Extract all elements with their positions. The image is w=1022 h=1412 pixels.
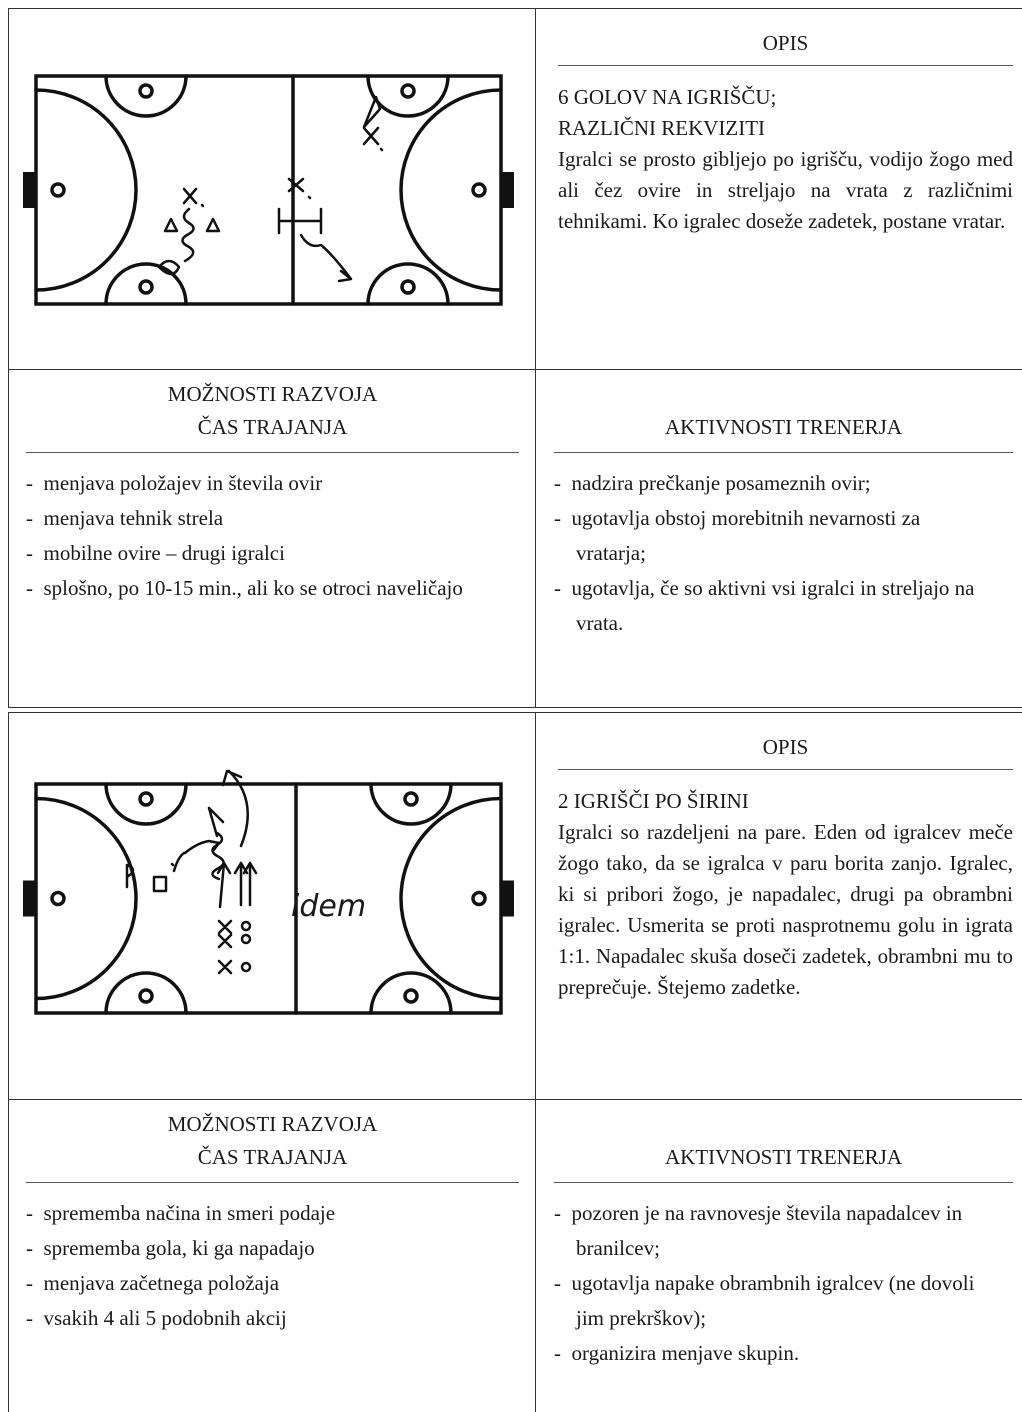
- coach-list: pozoren je na ravnovesje števila napadal…: [554, 1196, 984, 1371]
- spot: [138, 988, 154, 1004]
- description: Igralci so razdeljeni na pare. Eden od i…: [558, 820, 1013, 999]
- development-list: sprememba načina in smeri podajesprememb…: [26, 1196, 496, 1336]
- court-outline: [34, 782, 503, 1015]
- bottom-border: [8, 707, 1022, 708]
- spot: [138, 83, 154, 99]
- development-item: menjava tehnik strela: [26, 501, 496, 536]
- development-item: sprememba gola, ki ga napadajo: [26, 1231, 496, 1266]
- rule: [554, 1182, 1013, 1183]
- spot: [403, 988, 419, 1004]
- development-item: splošno, po 10-15 min., ali ko se otroci…: [26, 571, 496, 606]
- coach-item: ugotavlja, če so aktivni vsi igralci in …: [554, 571, 984, 641]
- exercise-title: 6 GOLOV NA IGRIŠČU; RAZLIČNI REKVIZITI: [558, 82, 1013, 144]
- development-item: mobilne ovire – drugi igralci: [26, 536, 496, 571]
- spot: [471, 182, 487, 198]
- player-marker: [240, 920, 252, 932]
- left-area: [34, 796, 138, 1001]
- spot: [138, 279, 154, 295]
- left-area: [34, 88, 138, 292]
- exercise-card: OPIS 6 GOLOV NA IGRIŠČU; RAZLIČNI REKVIZIT…: [8, 8, 1022, 708]
- heading-line: ČAS TRAJANJA: [197, 1145, 348, 1169]
- player-marker: [240, 961, 252, 973]
- rule: [26, 1182, 519, 1183]
- spot: [138, 791, 154, 807]
- top-area: [366, 74, 450, 118]
- spot: [50, 182, 66, 198]
- opis-heading: OPIS: [762, 31, 809, 55]
- development-item: menjava položajev in števila ovir: [26, 466, 496, 501]
- spot: [403, 791, 419, 807]
- sketch: [157, 95, 384, 283]
- diagram: [23, 74, 514, 306]
- exercise-title: 2 IGRIŠČI PO ŠIRINI: [558, 786, 1013, 817]
- opis-heading: OPIS: [762, 735, 809, 759]
- spot: [471, 890, 487, 907]
- development-heading: MOŽNOSTI RAZVOJA ČAS TRAJANJA: [26, 378, 519, 444]
- goal: [23, 172, 35, 208]
- spot: [50, 890, 66, 907]
- development-heading: MOŽNOSTI RAZVOJA ČAS TRAJANJA: [26, 1108, 519, 1174]
- description: Igralci se prosto gibljejo po igrišču, v…: [558, 147, 1013, 233]
- exercise-card: idem OPIS 2 IGRIŠČI PO ŠIRINI Igralci so ra…: [8, 712, 1022, 1412]
- bottom-area: [369, 971, 453, 1015]
- development-item: vsakih 4 ali 5 podobnih akcij: [26, 1301, 496, 1336]
- column-divider: [535, 9, 536, 708]
- right-area: [399, 88, 503, 292]
- court-outline: [34, 74, 503, 306]
- coach-item: ugotavlja napake obrambnih igralcev (ne …: [554, 1266, 984, 1336]
- coach-heading: AKTIVNOSTI TRENERJA: [664, 1145, 903, 1169]
- heading-line: ČAS TRAJANJA: [197, 415, 348, 439]
- coach-list: nadzira prečkanje posameznih ovir;ugotav…: [554, 466, 984, 641]
- coach-item: ugotavlja obstoj morebitnih nevarnosti z…: [554, 501, 984, 571]
- development-list: menjava položajev in števila ovirmenjava…: [26, 466, 496, 606]
- bottom-area: [104, 971, 188, 1015]
- heading-line: MOŽNOSTI RAZVOJA: [167, 382, 378, 406]
- spot: [400, 279, 416, 295]
- coach-item: pozoren je na ravnovesje števila napadal…: [554, 1196, 984, 1266]
- title-line: 2 IGRIŠČI PO ŠIRINI: [558, 789, 749, 813]
- goal: [502, 880, 514, 917]
- bottom-area: [366, 262, 450, 306]
- diagram-label: idem: [291, 889, 367, 924]
- development-item: sprememba načina in smeri podaje: [26, 1196, 496, 1231]
- sketch: [125, 769, 258, 975]
- heading-line: MOŽNOSTI RAZVOJA: [167, 1112, 378, 1136]
- player-marker: [240, 933, 252, 945]
- court-lines: [34, 74, 503, 306]
- development-item: menjava začetnega položaja: [26, 1266, 496, 1301]
- top-area: [104, 74, 188, 118]
- top-area: [369, 782, 453, 826]
- top-area: [104, 782, 188, 826]
- goal: [23, 880, 35, 917]
- diagram: [23, 769, 514, 1015]
- right-area: [399, 796, 503, 1001]
- title-line: RAZLIČNI REKVIZITI: [558, 116, 766, 140]
- rule: [554, 452, 1013, 453]
- court-lines: [34, 782, 503, 1015]
- rule: [26, 452, 519, 453]
- goal: [502, 172, 514, 208]
- column-divider: [535, 713, 536, 1412]
- row-divider: [9, 369, 1022, 370]
- spot: [400, 83, 416, 99]
- bottom-area: [104, 262, 188, 306]
- rule: [558, 65, 1013, 66]
- coach-item: nadzira prečkanje posameznih ovir;: [554, 466, 984, 501]
- coach-item: organizira menjave skupin.: [554, 1336, 984, 1371]
- coach-heading: AKTIVNOSTI TRENERJA: [664, 415, 903, 439]
- rule: [558, 769, 1013, 770]
- title-line: 6 GOLOV NA IGRIŠČU;: [558, 85, 777, 109]
- row-divider: [9, 1099, 1022, 1100]
